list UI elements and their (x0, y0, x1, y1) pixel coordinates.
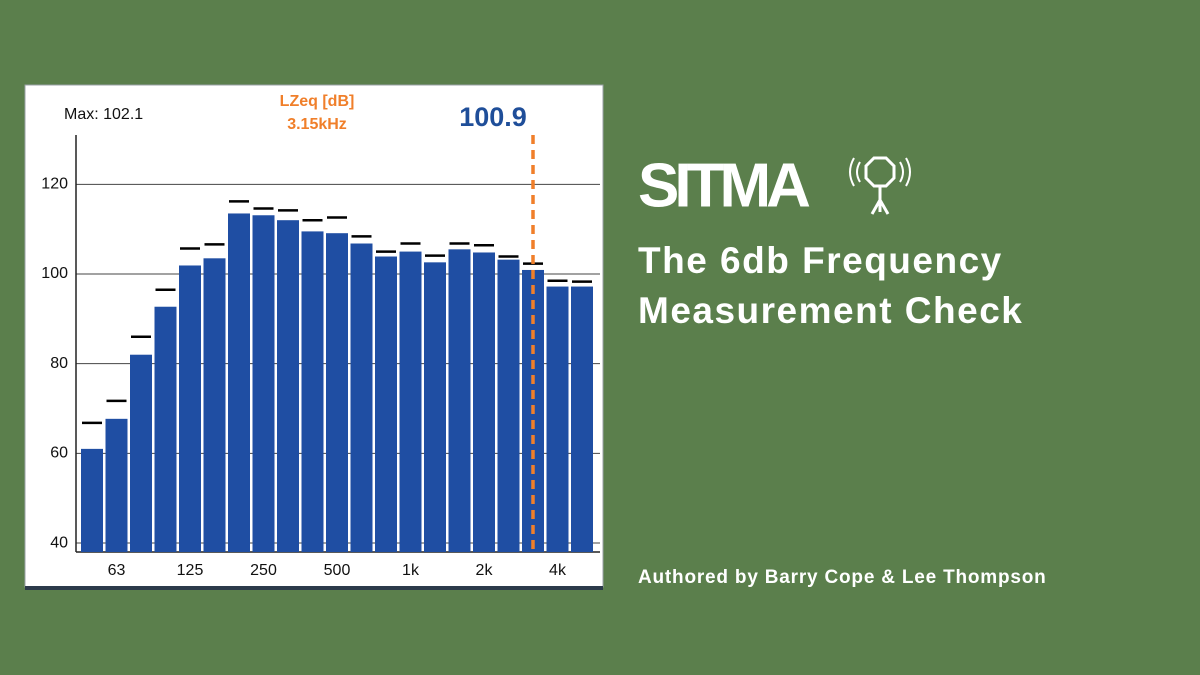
bar (301, 231, 324, 552)
bar (277, 220, 299, 552)
bar (375, 256, 397, 552)
y-tick-label: 80 (50, 355, 68, 372)
bar (154, 306, 177, 552)
title-line: The 6db Frequency (638, 240, 1003, 281)
y-tick-label: 100 (41, 265, 68, 282)
title-line: Measurement Check (638, 290, 1023, 331)
x-tick-label: 2k (476, 562, 494, 579)
measure-label: LZeq [dB] (280, 93, 355, 110)
bar (546, 286, 569, 552)
plot: 40 60 80 100 120 63 125 250 500 1k 2k 4k (41, 135, 600, 579)
bar (130, 354, 152, 552)
bar (497, 259, 520, 552)
bar (228, 213, 250, 552)
x-tick-label: 1k (402, 562, 420, 579)
logo: SITMA (638, 151, 810, 220)
bar (179, 265, 201, 552)
logo-icon (849, 156, 911, 215)
bar (105, 418, 128, 552)
y-tick-label: 120 (41, 176, 68, 193)
bar (424, 262, 446, 552)
cursor-value: 100.9 (459, 102, 527, 132)
max-label: Max: 102.1 (64, 106, 143, 123)
panel-border (25, 586, 603, 590)
x-tick-label: 250 (250, 562, 277, 579)
y-tick-label: 40 (50, 534, 68, 551)
x-tick-label: 4k (549, 562, 567, 579)
y-tick-label: 60 (50, 445, 68, 462)
x-tick-label: 125 (177, 562, 204, 579)
bar (350, 243, 373, 552)
frequency-label: 3.15kHz (287, 116, 347, 133)
bar (448, 249, 471, 552)
author: Authored by Barry Cope & Lee Thompson (638, 567, 1047, 588)
bar (473, 252, 495, 552)
x-tick-label: 500 (324, 562, 351, 579)
bar (203, 258, 226, 552)
bar (399, 251, 422, 553)
bar (571, 286, 593, 552)
bar (252, 215, 275, 552)
bar (81, 448, 103, 552)
x-tick-label: 63 (108, 562, 126, 579)
bar (326, 233, 348, 552)
